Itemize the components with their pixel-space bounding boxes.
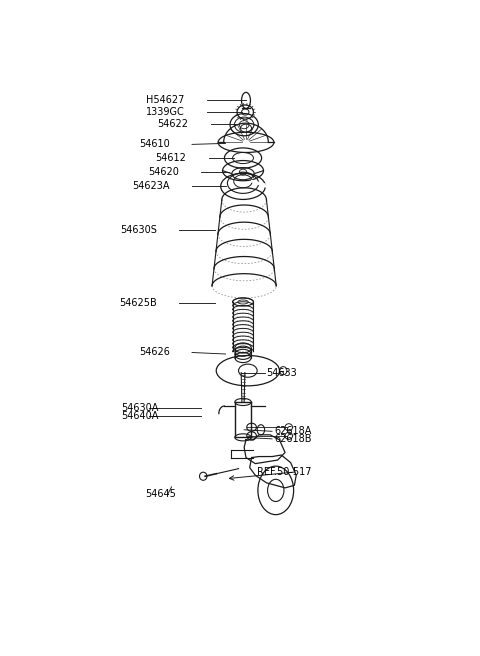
Text: 54630A: 54630A <box>121 403 159 413</box>
Text: 54630S: 54630S <box>120 225 156 236</box>
Text: 54645: 54645 <box>145 489 177 499</box>
Text: H54627: H54627 <box>146 95 185 105</box>
Text: 54633: 54633 <box>266 368 297 378</box>
Text: 62618B: 62618B <box>274 434 312 444</box>
Text: 62618A: 62618A <box>274 426 311 436</box>
Text: 54625B: 54625B <box>119 298 156 308</box>
Text: 54610: 54610 <box>139 139 170 150</box>
Text: 1339GC: 1339GC <box>146 106 185 117</box>
Text: 54623A: 54623A <box>132 181 170 192</box>
Text: 54612: 54612 <box>156 153 186 163</box>
Text: REF.50-517: REF.50-517 <box>257 466 312 477</box>
Text: 54640A: 54640A <box>121 411 159 421</box>
Text: 54622: 54622 <box>157 119 188 129</box>
Text: 54626: 54626 <box>139 348 170 358</box>
Text: 54620: 54620 <box>148 167 179 177</box>
